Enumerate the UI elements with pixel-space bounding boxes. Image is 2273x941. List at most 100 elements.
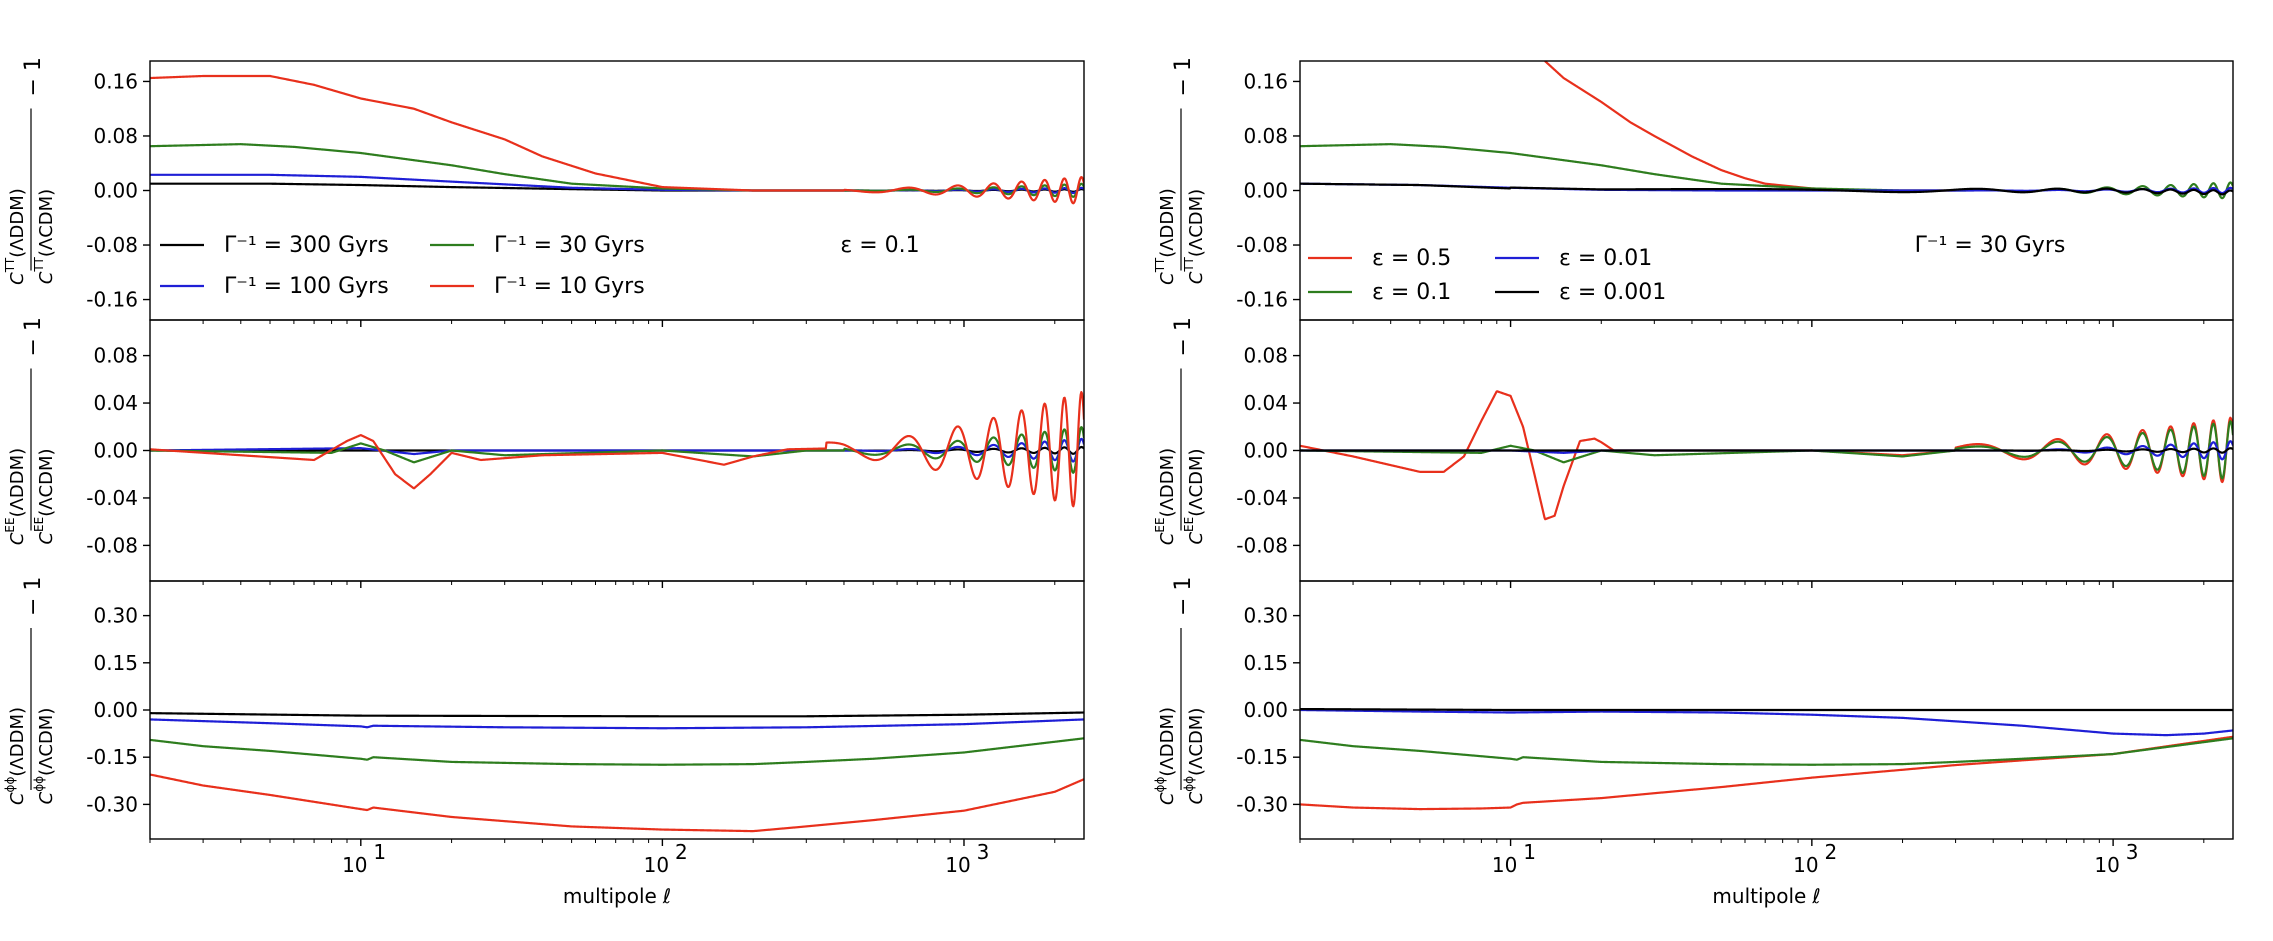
x-axis-label: multipole ℓ	[563, 884, 671, 908]
y-label-sup: EE	[1182, 517, 1196, 532]
y-label-minus-one: − 1	[21, 317, 46, 356]
x-tick-base: 10	[1793, 853, 1818, 877]
panel-annotation: Γ⁻¹ = 30 Gyrs	[1915, 233, 2066, 258]
y-label-minus-one: − 1	[1171, 577, 1196, 616]
y-tick-label: -0.04	[1236, 486, 1288, 510]
panel-annotation: ε = 0.1	[840, 233, 919, 258]
chart-left: 0.160.080.00-0.08-0.16CTT(ΛDDM)CTT(ΛCDM)…	[3, 57, 1085, 908]
y-tick-label: -0.16	[1236, 288, 1288, 312]
y-label-numerator: CEE(ΛDDM)	[1153, 448, 1178, 545]
legend-label: Γ⁻¹ = 30 Gyrs	[494, 233, 645, 258]
y-tick-label: 0.30	[93, 604, 138, 628]
y-tick-label: -0.15	[86, 745, 138, 769]
legend-label: Γ⁻¹ = 300 Gyrs	[224, 233, 389, 258]
y-axis-label: CTT(ΛDDM)CTT(ΛCDM)− 1	[1153, 57, 1207, 285]
y-label-den-text: (ΛCDM)	[36, 708, 57, 776]
series-line-tt-red	[1544, 61, 1957, 192]
y-axis-label: CEE(ΛDDM)CEE(ΛCDM)− 1	[1153, 317, 1207, 545]
y-tick-label: -0.15	[1236, 745, 1288, 769]
x-tick-label: 10 3	[2094, 840, 2138, 877]
x-tick-label: 101	[1492, 840, 1536, 877]
legend-entry: Γ⁻¹ = 300 Gyrs	[160, 233, 389, 258]
y-label-c: C	[1186, 271, 1207, 284]
y-label-c: C	[7, 532, 28, 545]
x-tick-base: 10	[644, 853, 669, 877]
y-tick-label: 0.00	[1243, 179, 1288, 203]
y-label-minus-one: − 1	[21, 57, 46, 96]
x-tick-label: 102	[644, 840, 688, 877]
x-axis-label-ell: ℓ	[662, 884, 671, 908]
y-tick-label: 0.00	[1243, 439, 1288, 463]
x-tick-label: 102	[1793, 840, 1837, 877]
y-label-sup: TT	[32, 256, 46, 272]
y-label-sup: ϕϕ	[3, 777, 17, 793]
x-axis-label-ell: ℓ	[1811, 884, 1820, 908]
y-label-num-text: (ΛDDM)	[7, 448, 28, 518]
series-line-ee-black	[1300, 447, 2233, 454]
panel-left-EE: 0.080.040.00-0.04-0.08CEE(ΛDDM)CEE(ΛCDM)…	[3, 317, 1085, 588]
y-tick-label: 0.15	[93, 651, 138, 675]
legend-label: Γ⁻¹ = 100 Gyrs	[224, 274, 389, 299]
y-tick-label: 0.00	[1243, 698, 1288, 722]
x-tick-base: 10	[1492, 853, 1517, 877]
y-tick-label: -0.08	[86, 533, 138, 557]
y-label-sup: TT	[1153, 257, 1167, 273]
y-tick-label: -0.16	[86, 288, 138, 312]
x-tick-label: 101	[342, 840, 386, 877]
legend-label: Γ⁻¹ = 10 Gyrs	[494, 274, 645, 299]
x-tick-label: 10 3	[945, 840, 989, 877]
series-line-tt-green	[150, 143, 1084, 198]
y-label-den-text: (ΛCDM)	[1186, 189, 1207, 257]
x-tick-exponent: 1	[1523, 840, 1536, 864]
chart-right: 0.160.080.00-0.08-0.16CTT(ΛDDM)CTT(ΛCDM)…	[1153, 57, 2234, 908]
y-label-num-text: (ΛDDM)	[7, 188, 28, 258]
y-label-den-text: (ΛCDM)	[1186, 448, 1207, 516]
panel-right-phiphi: 0.300.150.00-0.15-0.30101102103multipole…	[1153, 577, 2234, 908]
y-label-sup: ϕϕ	[32, 776, 46, 792]
panel-right-EE: 0.080.040.00-0.04-0.08CEE(ΛDDM)CEE(ΛCDM)…	[1153, 317, 2234, 588]
y-tick-label: -0.08	[1236, 533, 1288, 557]
y-label-minus-one: − 1	[1171, 57, 1196, 96]
y-axis-label: Cϕϕ(ΛDDM)Cϕϕ(ΛCDM)− 1	[3, 577, 57, 805]
y-tick-label: 0.00	[93, 179, 138, 203]
legend-entry: Γ⁻¹ = 10 Gyrs	[430, 274, 645, 299]
x-tick-exponent: 2	[1824, 840, 1837, 864]
y-label-c: C	[1157, 272, 1178, 285]
series-line-ee-blue	[150, 437, 1084, 463]
y-axis-label: CEE(ΛDDM)CEE(ΛCDM)− 1	[3, 317, 57, 545]
x-tick-exponent: 3	[2126, 840, 2139, 864]
series-line-phiphi-red	[150, 773, 1084, 833]
y-label-den-text: (ΛCDM)	[36, 189, 57, 257]
y-tick-label: -0.04	[86, 486, 138, 510]
series-line-phiphi-black	[1300, 707, 2233, 712]
y-tick-label: -0.08	[1236, 233, 1288, 257]
legend-label: ε = 0.5	[1372, 246, 1451, 271]
series-line-ee-red	[150, 390, 1084, 508]
panel-left-phiphi: 0.300.150.00-0.15-0.30101102103multipole…	[3, 577, 1085, 908]
x-tick-base: 10	[2094, 853, 2119, 877]
series-line-tt-black	[1300, 182, 2233, 196]
series-line-phiphi-green	[1300, 737, 2233, 766]
y-label-c: C	[1157, 532, 1178, 545]
y-tick-label: 0.04	[1243, 391, 1288, 415]
legend-label: ε = 0.1	[1372, 280, 1451, 305]
y-label-c: C	[1186, 532, 1207, 545]
y-label-sup: EE	[3, 517, 17, 532]
y-label-numerator: Cϕϕ(ΛDDM)	[3, 707, 28, 805]
y-tick-label: 0.08	[1243, 124, 1288, 148]
y-tick-label: 0.04	[93, 391, 138, 415]
y-label-c: C	[36, 532, 57, 545]
legend-label: ε = 0.001	[1559, 280, 1666, 305]
y-label-numerator: CTT(ΛDDM)	[3, 188, 28, 285]
y-label-sup: EE	[1153, 517, 1167, 532]
y-label-sup: TT	[3, 257, 17, 273]
y-label-c: C	[7, 792, 28, 805]
y-tick-label: 0.16	[1243, 69, 1288, 93]
legend-entry: Γ⁻¹ = 30 Gyrs	[430, 233, 645, 258]
panel-right-TT: 0.160.080.00-0.08-0.16CTT(ΛDDM)CTT(ΛCDM)…	[1153, 57, 2234, 327]
y-label-den-text: (ΛCDM)	[36, 448, 57, 516]
legend-entry: ε = 0.5	[1308, 246, 1451, 271]
y-label-denominator: CTT(ΛCDM)	[1182, 189, 1207, 284]
y-tick-label: 0.08	[93, 344, 138, 368]
y-label-denominator: Cϕϕ(ΛCDM)	[1182, 708, 1207, 805]
